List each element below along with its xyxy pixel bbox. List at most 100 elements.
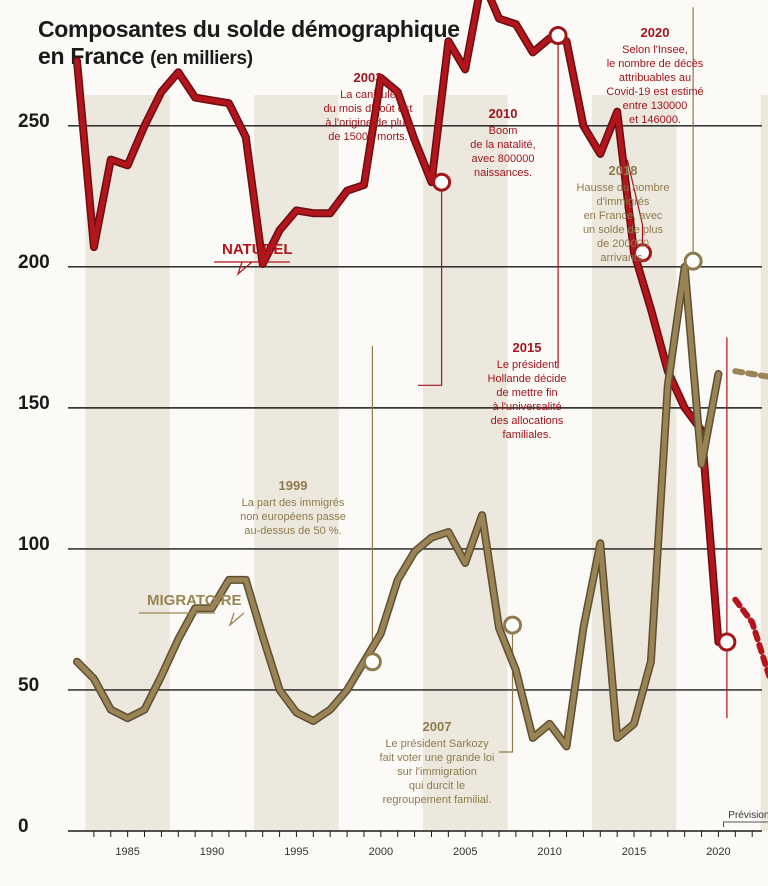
annotation-year: 2003	[354, 70, 383, 85]
annotation-line: et 146000.	[629, 114, 681, 126]
annotation-line: en France, avec	[584, 210, 663, 222]
data-point	[228, 102, 230, 104]
y-tick-label: 150	[18, 393, 50, 414]
title-line-1: Composantes du solde démographique	[38, 16, 460, 42]
annotation-line: le nombre de décès	[607, 58, 704, 70]
label-naturel-text: NATUREL	[222, 241, 293, 258]
data-point	[93, 246, 95, 248]
annotated-points	[362, 26, 737, 672]
data-point	[498, 18, 500, 20]
data-point	[566, 40, 568, 42]
data-point	[160, 91, 162, 93]
data-point	[414, 139, 416, 141]
data-point	[582, 627, 584, 629]
data-point	[194, 607, 196, 609]
annotation-2007: 2007 Le président Sarkozy fait voter une g…	[380, 719, 495, 806]
title-unit: (en milliers)	[150, 48, 253, 69]
title-line-2-text: en France	[38, 43, 144, 69]
data-point	[127, 164, 129, 166]
data-point	[380, 77, 382, 79]
annotation-year: 2015	[513, 340, 542, 355]
data-point	[464, 68, 466, 70]
annotation-line: arrivants.	[600, 252, 645, 264]
highlight-point-2003	[432, 172, 452, 192]
annotation-line: sur l'immigration	[397, 766, 477, 778]
highlight-point-2018	[683, 251, 703, 271]
data-point	[481, 514, 483, 516]
annotation-line: de 15000 morts.	[328, 131, 408, 143]
data-point	[650, 661, 652, 663]
data-point	[245, 579, 247, 581]
annotation-2015: 2015 Le président Hollande décide de mettre…	[488, 340, 567, 441]
x-tick-label: 2005	[453, 846, 477, 858]
data-point	[515, 23, 517, 25]
x-tick-label: 1985	[115, 846, 139, 858]
data-point	[279, 689, 281, 691]
annotation-line: Boom	[489, 125, 518, 137]
forecast-bracket	[723, 821, 768, 827]
label-migratoire: MIGRATOIRE	[139, 592, 245, 628]
year-band	[423, 95, 508, 831]
annotation-line: entre 130000	[623, 100, 688, 112]
data-point	[599, 542, 601, 544]
data-point	[312, 720, 314, 722]
data-point	[397, 91, 399, 93]
year-band	[760, 95, 768, 831]
annotation-leader-2003	[417, 182, 443, 386]
annotation-line: Le président	[497, 359, 558, 371]
data-point	[701, 463, 703, 465]
data-point	[194, 97, 196, 99]
data-point	[262, 635, 264, 637]
forecast-point	[734, 599, 736, 601]
data-point	[616, 111, 618, 113]
data-point	[447, 531, 449, 533]
y-tick-label: 0	[18, 816, 29, 837]
data-point	[566, 745, 568, 747]
data-point	[177, 71, 179, 73]
data-point	[312, 212, 314, 214]
forecast-migratoire	[732, 368, 768, 380]
title-line-2: en France (en milliers)	[38, 43, 460, 72]
data-point	[599, 153, 601, 155]
annotation-line: La canicule	[340, 89, 396, 101]
annotation-line: familiales.	[503, 429, 552, 441]
annotation-line: attribuables au	[619, 72, 691, 84]
x-tick-label: 2020	[706, 846, 730, 858]
label-migratoire-underline	[139, 612, 245, 628]
highlight-point-2007	[503, 615, 523, 635]
x-tick-label: 1995	[284, 846, 308, 858]
data-point	[76, 661, 78, 663]
forecast-label: Prévisions	[728, 810, 768, 821]
data-point	[76, 60, 78, 62]
data-point	[397, 579, 399, 581]
data-point	[144, 709, 146, 711]
forecast-point	[734, 370, 736, 372]
annotation-line: à l'origine de plus	[325, 117, 411, 129]
data-point	[447, 40, 449, 42]
annotation-year: 2020	[641, 25, 670, 40]
x-tick-label: 2000	[369, 846, 393, 858]
annotation-line: qui durcit le	[409, 780, 465, 792]
data-point	[717, 373, 719, 375]
annotation-2020: 2020 Selon l'Insee, le nombre de décès attr…	[606, 25, 703, 126]
data-point	[667, 384, 669, 386]
data-point	[144, 125, 146, 127]
x-tick-label: 2010	[537, 846, 561, 858]
data-point	[380, 633, 382, 635]
data-point	[515, 669, 517, 671]
data-point	[110, 159, 112, 161]
data-point	[464, 562, 466, 564]
annotation-line: de 200000	[597, 238, 649, 250]
data-point	[650, 308, 652, 310]
data-point	[177, 638, 179, 640]
data-point	[346, 689, 348, 691]
label-migratoire-text: MIGRATOIRE	[147, 592, 241, 609]
y-grid: 050100150200250300350	[18, 111, 762, 837]
highlight-point-1999	[362, 652, 382, 672]
annotation-line: des allocations	[491, 415, 564, 427]
year-band	[254, 95, 339, 831]
data-point	[684, 266, 686, 268]
data-point	[211, 99, 213, 101]
annotation-line: Hausse du nombre	[577, 182, 670, 194]
data-point	[346, 190, 348, 192]
